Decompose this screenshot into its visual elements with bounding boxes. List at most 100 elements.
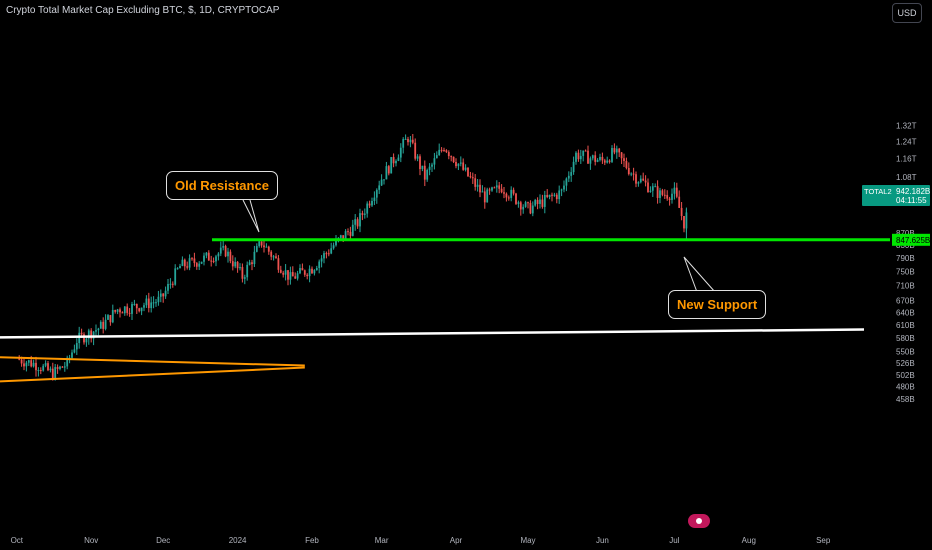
candle-body (318, 261, 321, 268)
candle-body (366, 203, 369, 214)
candle-body (543, 194, 546, 207)
candle-body (411, 139, 414, 143)
candle-body (661, 190, 664, 195)
candle-body (620, 152, 623, 159)
price-label: 640B (896, 308, 915, 317)
candle-body (131, 304, 133, 314)
candle-body (635, 174, 637, 184)
candle-body (519, 202, 522, 210)
candle-body (267, 246, 270, 252)
candle-body (397, 157, 400, 161)
candle-body (488, 189, 491, 191)
candle-body (83, 334, 85, 343)
candle-body (49, 368, 52, 371)
candle-body (404, 138, 407, 140)
candle-body (613, 148, 616, 153)
candle-body (327, 253, 330, 255)
candle-body (548, 194, 551, 197)
price-label: 580B (896, 334, 915, 343)
candle-body (421, 165, 424, 170)
candle-body (570, 172, 573, 176)
candle-body (632, 173, 635, 175)
price-label: 458B (896, 395, 915, 404)
candle-body (618, 148, 621, 153)
candle-body (207, 252, 210, 261)
currency-button[interactable]: USD (892, 3, 922, 23)
candle-body (87, 330, 90, 339)
candle-body (601, 156, 604, 161)
candle-body (471, 177, 474, 179)
candle-body (143, 305, 145, 308)
candle-body (491, 187, 493, 191)
new-support-callout[interactable]: New Support (668, 290, 767, 319)
time-label: Apr (450, 536, 463, 545)
candle-body (99, 321, 102, 329)
time-label: Jul (669, 536, 679, 545)
time-label: Sep (816, 536, 831, 545)
candle-body (498, 185, 501, 189)
candle-body (522, 206, 525, 210)
candle-body (128, 312, 131, 314)
candle-body (323, 253, 325, 259)
candle-body (255, 246, 258, 252)
candle-body (325, 253, 328, 255)
candle-body (260, 241, 263, 246)
candle-body (443, 150, 445, 152)
candle-body (42, 365, 45, 371)
candle-body (73, 349, 76, 353)
candle-body (176, 268, 179, 270)
candle-body (59, 366, 61, 369)
time-axis[interactable]: Oct Nov Dec 2024 Feb Mar Apr May Jun Jul Aug Sep (11, 536, 831, 545)
time-label: Feb (305, 536, 319, 545)
candle-body (181, 259, 184, 266)
candle-body (162, 293, 165, 297)
candle-body (107, 315, 109, 320)
old-resistance-callout[interactable]: Old Resistance (166, 171, 278, 200)
candle-body (54, 367, 57, 380)
triangle-lower-line (0, 366, 305, 383)
candle-body (155, 302, 157, 304)
candle-body (625, 160, 628, 169)
candle-body (342, 235, 345, 240)
symbol-title: Crypto Total Market Cap Excluding BTC, $… (6, 5, 280, 16)
candle-body (25, 362, 28, 367)
candle-body (457, 163, 460, 167)
candle-body (75, 343, 78, 350)
candle-body (407, 138, 409, 143)
candle-body (551, 194, 553, 196)
candle-body (109, 315, 112, 323)
candle-body (347, 231, 349, 233)
candle-body (469, 176, 472, 178)
tradingview-logo-icon[interactable] (688, 514, 710, 528)
candle-body (32, 362, 35, 367)
candle-body (368, 203, 371, 206)
price-label: 1.32T (896, 121, 917, 130)
countdown-timer: 04:11:55 (896, 196, 927, 205)
candle-body (378, 185, 381, 190)
candle-body (659, 190, 661, 198)
price-label: 750B (896, 267, 915, 276)
candle-body (608, 160, 611, 162)
candle-body (289, 272, 292, 280)
candle-body (623, 158, 625, 161)
candle-body (476, 184, 479, 187)
candle-body (275, 256, 277, 259)
candle-body (90, 330, 93, 339)
price-label: 526B (896, 359, 915, 368)
price-label: 550B (896, 348, 915, 357)
last-price-value: 942.182B (896, 187, 930, 196)
candle-body (253, 251, 256, 265)
candle-body (395, 160, 397, 164)
candle-body (387, 166, 390, 174)
candle-body (541, 199, 544, 207)
candle-body (80, 332, 83, 335)
candles-layer (18, 134, 688, 381)
candle-body (615, 148, 618, 153)
candle-body (563, 185, 565, 190)
candle-body (243, 277, 246, 279)
candle-body (167, 284, 169, 291)
new-support-pointer (683, 256, 716, 293)
price-scale[interactable]: 1.32T1.24T1.16T1.08T1.03T980B870B830B790… (862, 121, 930, 404)
candle-body (666, 195, 669, 199)
